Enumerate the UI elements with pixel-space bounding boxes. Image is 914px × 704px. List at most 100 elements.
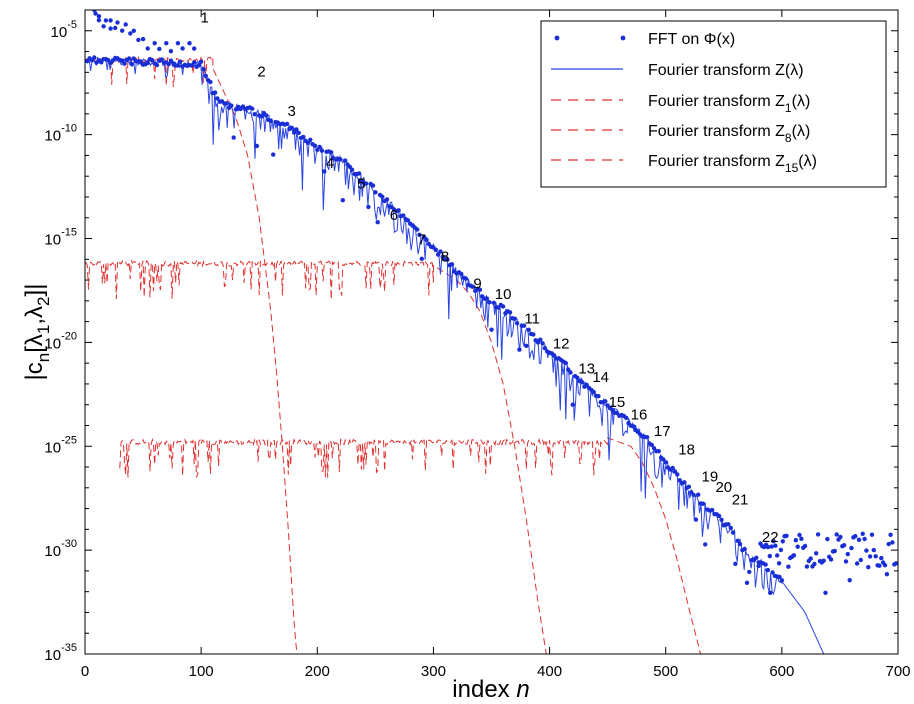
fft-noise-point: [799, 536, 804, 541]
fft-point: [136, 37, 141, 43]
fft-point: [250, 106, 255, 111]
legend-swatch: [554, 35, 560, 41]
fft-point: [396, 208, 401, 213]
fft-point: [765, 567, 771, 573]
fft-point: [624, 415, 629, 420]
fft-point: [542, 346, 548, 351]
fft-point: [540, 341, 545, 346]
fft-point: [166, 61, 171, 67]
fft-point: [145, 46, 150, 51]
fft-point: [126, 56, 132, 61]
fft-point: [308, 137, 313, 142]
fft-noise-point: [769, 544, 774, 549]
fft-noise-point: [804, 564, 810, 569]
peak-label: 14: [592, 369, 609, 386]
fft-point: [101, 24, 106, 29]
fft-point: [366, 204, 371, 210]
fft-point: [215, 96, 220, 101]
peak-label: 15: [609, 394, 626, 411]
fft-noise-point: [797, 532, 802, 538]
fft-point: [317, 144, 322, 150]
x-tick-label: 300: [421, 663, 446, 680]
fft-point: [168, 49, 174, 54]
fft-point: [670, 465, 675, 471]
fft-point: [728, 525, 733, 531]
fft-noise-point: [815, 532, 821, 537]
fft-point: [322, 169, 327, 174]
series-z8-line: [85, 259, 547, 654]
plot-area: [85, 10, 898, 654]
fft-noise-point: [828, 557, 834, 562]
peak-label: 12: [553, 336, 570, 353]
fft-point: [512, 316, 517, 321]
fft-point: [415, 227, 420, 232]
fft-point: [470, 284, 476, 289]
fft-point: [150, 58, 155, 63]
legend-label: Fourier transform Z1(λ): [648, 93, 810, 115]
fft-point: [514, 321, 520, 326]
peak-label: 5: [357, 176, 365, 193]
fft-point: [419, 256, 424, 261]
fft-noise-point: [864, 548, 869, 553]
fft-noise-point: [775, 553, 780, 558]
fft-point: [254, 143, 260, 149]
fft-point: [187, 41, 192, 46]
fft-point: [570, 402, 575, 407]
fft-point: [329, 150, 334, 155]
peak-label: 22: [762, 529, 779, 546]
fft-noise-point: [793, 538, 798, 543]
fft-point: [201, 66, 206, 72]
fft-point: [631, 424, 636, 429]
legend-item: Fourier transform Z1(λ): [551, 93, 810, 115]
fft-point: [113, 25, 118, 31]
fft-point: [747, 569, 752, 575]
fft-point: [252, 112, 257, 117]
fft-point: [120, 58, 125, 63]
fft-point: [777, 574, 782, 580]
fft-point: [763, 562, 768, 567]
fft-point: [521, 323, 527, 328]
peak-label: 17: [654, 423, 671, 440]
fft-noise-point: [873, 554, 878, 559]
fft-point: [356, 171, 362, 176]
fft-point: [500, 304, 506, 309]
fft-point: [296, 130, 301, 135]
fft-point: [340, 198, 345, 203]
fft-noise-point: [888, 532, 893, 537]
fft-point: [737, 541, 743, 547]
series-fft-dots: [85, 10, 898, 595]
fft-point: [703, 542, 708, 547]
plot-frame: [84, 9, 899, 655]
fft-point: [175, 41, 181, 46]
fft-point: [768, 590, 773, 595]
fft-point: [268, 118, 273, 124]
fft-point: [159, 57, 164, 62]
peak-label: 19: [702, 469, 719, 486]
legend-swatch: [620, 35, 626, 41]
fft-point: [770, 570, 775, 575]
fft-noise-point: [786, 564, 791, 569]
x-tick-label: 500: [653, 663, 678, 680]
peak-label: 21: [732, 491, 749, 508]
fft-noise-point: [866, 565, 871, 570]
fft-point: [459, 271, 464, 277]
fft-noise-point: [795, 544, 800, 549]
fft-point: [131, 28, 136, 33]
legend-item: Fourier transform Z(λ): [551, 62, 804, 79]
fft-noise-point: [843, 559, 849, 564]
fft-point: [108, 18, 113, 23]
fft-point: [92, 10, 97, 13]
fft-noise-point: [869, 532, 875, 537]
fft-point: [710, 507, 715, 513]
peak-label: 18: [678, 442, 695, 459]
legend-item: Fourier transform Z15(λ): [551, 153, 817, 175]
fft-point: [487, 300, 492, 305]
fft-point: [189, 63, 195, 68]
fft-noise-point: [780, 539, 785, 544]
legend-label: FFT on Φ(x): [648, 31, 735, 48]
fft-point: [284, 121, 290, 127]
fft-point: [644, 435, 650, 440]
fft-noise-point: [812, 561, 817, 567]
fft-noise-point: [886, 541, 891, 547]
